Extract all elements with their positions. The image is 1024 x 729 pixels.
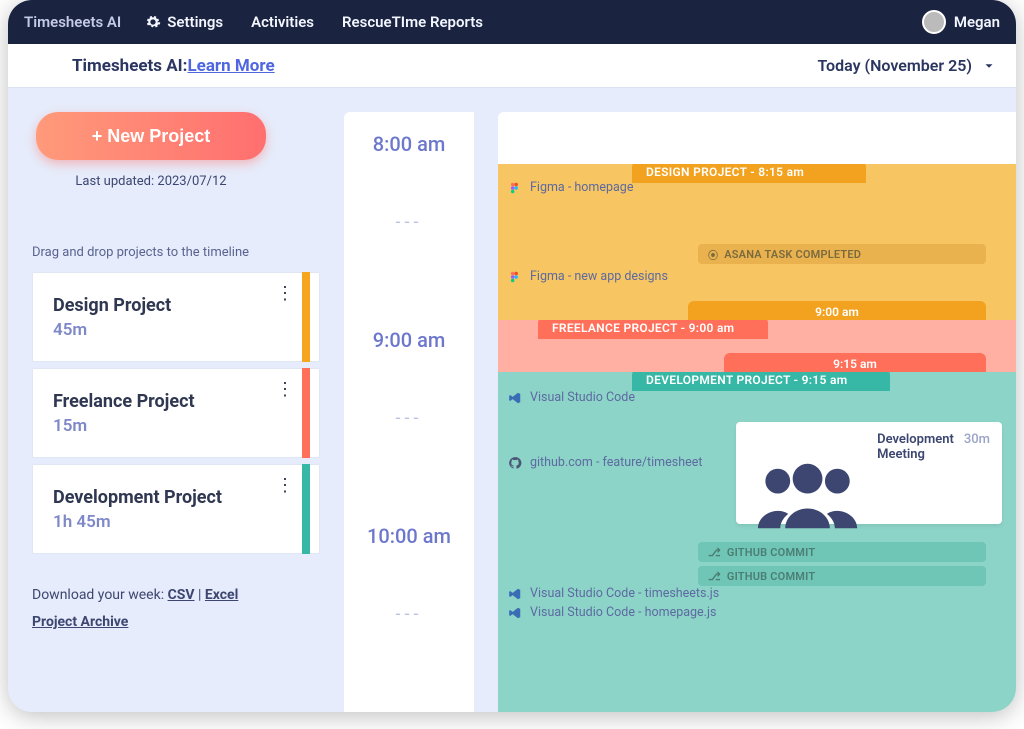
github-icon	[508, 456, 522, 470]
vscode-icon	[508, 587, 522, 601]
subheader-prefix: Timesheets AI:	[72, 56, 187, 76]
downloads: Download your week: CSV | Excel Project …	[32, 582, 320, 635]
project-card-design[interactable]: Design Project 45m ⋮	[32, 272, 320, 362]
download-excel-link[interactable]: Excel	[205, 587, 238, 603]
time-label: 10:00 am	[367, 524, 451, 548]
figma-icon	[508, 181, 522, 195]
brand: Timesheets AI	[24, 13, 121, 31]
nav-activities-label: Activities	[251, 13, 314, 31]
activity: github.com - feature/timesheet	[530, 455, 702, 470]
avatar[interactable]	[922, 10, 946, 34]
commit-tag: ⎇ GITHUB COMMIT	[698, 542, 986, 562]
time-label: 9:00 am	[373, 328, 446, 352]
time-slot: 8:00 am ---	[373, 124, 446, 320]
date-label: Today (November 25)	[817, 56, 972, 75]
people-icon	[748, 434, 867, 553]
project-duration: 1h 45m	[53, 512, 276, 532]
time-dashes: ---	[396, 212, 423, 233]
time-label: 8:00 am	[373, 132, 446, 156]
commit-tag: ⎇ GITHUB COMMIT	[698, 566, 986, 586]
time-dashes: ---	[396, 604, 423, 625]
project-title: Development Project	[53, 487, 276, 508]
drag-hint: Drag and drop projects to the timeline	[32, 245, 320, 260]
block-end-time: 9:00 am	[688, 301, 986, 320]
block-freelance[interactable]: FREELANCE PROJECT - 9:00 am 9:15 am	[498, 320, 1016, 372]
activity: Figma - homepage	[530, 180, 633, 195]
new-project-button[interactable]: + New Project	[36, 112, 266, 160]
block-pill: DEVELOPMENT PROJECT - 9:15 am	[632, 372, 890, 391]
activity: Figma - new app designs	[530, 269, 668, 284]
sidebar: + New Project Last updated: 2023/07/12 D…	[32, 112, 320, 712]
project-card-development[interactable]: Development Project 1h 45m ⋮	[32, 464, 320, 554]
date-picker[interactable]: Today (November 25)	[817, 56, 996, 75]
main: + New Project Last updated: 2023/07/12 D…	[8, 88, 1016, 712]
app-frame: Timesheets AI Settings Activities Rescue…	[8, 0, 1016, 712]
vscode-icon	[508, 391, 522, 405]
nav-settings[interactable]: Settings	[145, 13, 223, 31]
meeting-card[interactable]: Development Meeting 30m	[736, 422, 1002, 524]
time-slot: 10:00 am ---	[367, 516, 451, 712]
nav-reports-label: RescueTIme Reports	[342, 13, 483, 31]
meeting-title: Development Meeting	[877, 432, 954, 462]
project-title: Design Project	[53, 295, 276, 316]
nav-activities[interactable]: Activities	[251, 13, 314, 31]
project-card-freelance[interactable]: Freelance Project 15m ⋮	[32, 368, 320, 458]
activity: Visual Studio Code	[530, 390, 635, 405]
downloads-prefix: Download your week:	[32, 587, 168, 603]
more-icon[interactable]: ⋮	[276, 475, 294, 496]
activity: Visual Studio Code - timesheets.js	[530, 586, 719, 601]
project-stripe	[302, 368, 310, 458]
project-title: Freelance Project	[53, 391, 276, 412]
last-updated: Last updated: 2023/07/12	[32, 174, 270, 189]
user-name: Megan	[954, 13, 1000, 31]
time-dashes: ---	[396, 408, 423, 429]
activity: Visual Studio Code - homepage.js	[530, 605, 716, 620]
project-duration: 45m	[53, 320, 276, 340]
project-stripe	[302, 464, 310, 554]
project-duration: 15m	[53, 416, 276, 436]
block-development[interactable]: DEVELOPMENT PROJECT - 9:15 am Visual Stu…	[498, 372, 1016, 712]
asana-tag: ⦿ ASANA TASK COMPLETED	[698, 244, 986, 264]
time-column: 8:00 am --- 9:00 am --- 10:00 am ---	[344, 112, 474, 712]
timeline: DESIGN PROJECT - 8:15 am Figma - homepag…	[498, 112, 1016, 712]
figma-icon	[508, 270, 522, 284]
more-icon[interactable]: ⋮	[276, 379, 294, 400]
chevron-down-icon	[982, 59, 996, 73]
project-archive-link[interactable]: Project Archive	[32, 614, 128, 630]
topbar: Timesheets AI Settings Activities Rescue…	[8, 0, 1016, 44]
block-pill: FREELANCE PROJECT - 9:00 am	[538, 320, 768, 339]
learn-more-link[interactable]: Learn More	[187, 56, 274, 76]
nav-reports[interactable]: RescueTIme Reports	[342, 13, 483, 31]
block-design[interactable]: DESIGN PROJECT - 8:15 am Figma - homepag…	[498, 164, 1016, 320]
more-icon[interactable]: ⋮	[276, 283, 294, 304]
download-csv-link[interactable]: CSV	[168, 587, 195, 603]
vscode-icon	[508, 606, 522, 620]
subheader: Timesheets AI: Learn More Today (Novembe…	[8, 44, 1016, 88]
block-end-time: 9:15 am	[724, 353, 986, 372]
nav-settings-label: Settings	[167, 13, 223, 31]
time-slot: 9:00 am ---	[373, 320, 446, 516]
block-pill: DESIGN PROJECT - 8:15 am	[632, 164, 866, 183]
project-stripe	[302, 272, 310, 362]
gear-icon	[145, 14, 161, 30]
meeting-duration: 30m	[964, 432, 990, 447]
